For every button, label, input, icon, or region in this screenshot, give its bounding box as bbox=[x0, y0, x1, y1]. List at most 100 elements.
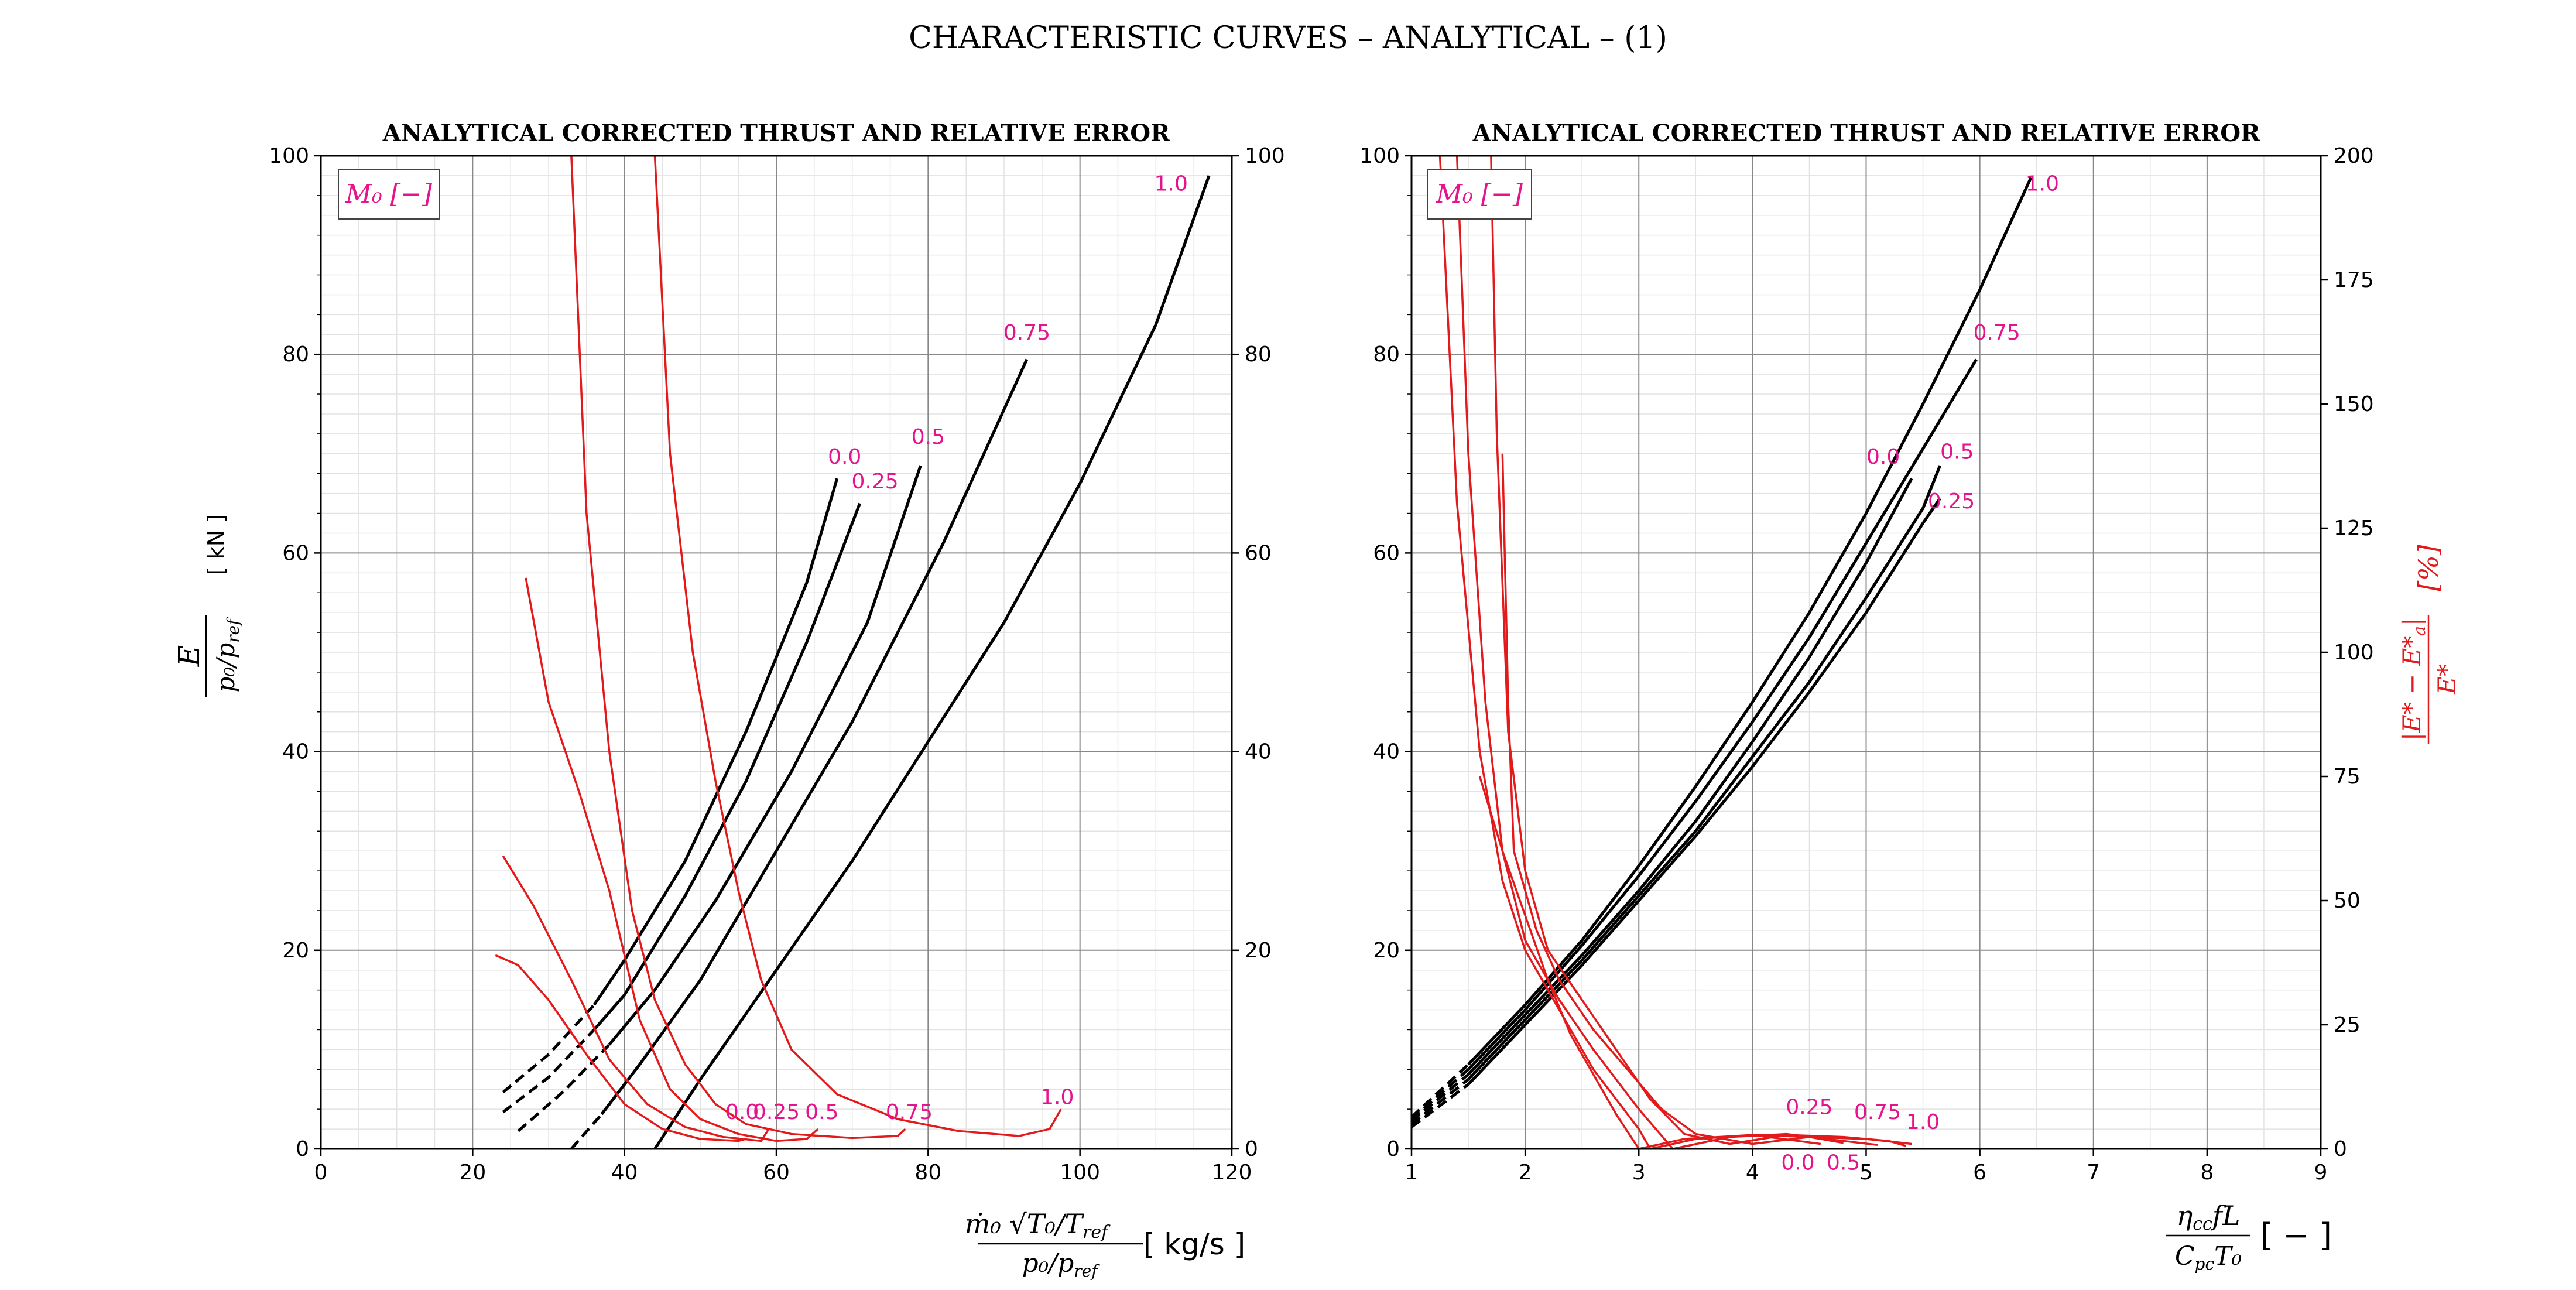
left-y-right-tick-label: 20 bbox=[1245, 939, 1272, 963]
left-y-right-tick-label: 100 bbox=[1245, 144, 1285, 168]
left-x-tick-label: 0 bbox=[314, 1161, 328, 1185]
right-thrust-curve-dashed-0.75 bbox=[1410, 1068, 1469, 1121]
left-y-tick-label: 60 bbox=[282, 541, 309, 565]
right-x-tick-label: 4 bbox=[1746, 1161, 1759, 1185]
left-error-curve-1.0 bbox=[653, 155, 1062, 1137]
right-y-denominator: E* bbox=[2433, 664, 2461, 695]
right-x-tick-label: 5 bbox=[1859, 1161, 1873, 1185]
left-error-curve-0.75 bbox=[570, 155, 906, 1140]
right-y-right-tick-label: 50 bbox=[2334, 889, 2361, 913]
left-series-label-error-0.0: 0.0 bbox=[725, 1100, 759, 1124]
left-x-tick-label: 100 bbox=[1060, 1161, 1100, 1185]
right-x-unit: [ − ] bbox=[2260, 1217, 2332, 1254]
left-x-tick-label: 80 bbox=[914, 1161, 941, 1185]
left-thrust-curve-1.0 bbox=[653, 175, 1211, 1150]
left-legend: M₀ [−] bbox=[338, 169, 440, 220]
left-x-tick-label: 60 bbox=[763, 1161, 790, 1185]
left-y-unit: [ kN ] bbox=[203, 514, 229, 575]
right-legend-title: M₀ [−] bbox=[1436, 179, 1523, 209]
right-y-right-tick-label: 0 bbox=[2334, 1137, 2347, 1161]
left-legend-box bbox=[338, 169, 440, 220]
right-x-denominator: CpcT₀ bbox=[2175, 1241, 2242, 1274]
right-legend: M₀ [−] bbox=[1427, 169, 1532, 220]
right-y-tick-label: 40 bbox=[1373, 740, 1400, 764]
left-chart: ANALYTICAL CORRECTED THRUST AND RELATIVE… bbox=[172, 119, 1285, 1281]
left-series-label-error-0.5: 0.5 bbox=[805, 1100, 838, 1124]
left-thrust-curve-0.0 bbox=[592, 478, 839, 1006]
left-chart-title: ANALYTICAL CORRECTED THRUST AND RELATIVE… bbox=[382, 119, 1170, 147]
right-x-tick-label: 6 bbox=[1973, 1161, 1986, 1185]
left-x-unit: [ kg/s ] bbox=[1143, 1227, 1245, 1261]
left-x-tick-label: 120 bbox=[1212, 1161, 1252, 1185]
left-grid bbox=[320, 155, 1232, 1149]
left-error-curve-0.0 bbox=[495, 954, 746, 1142]
right-x-tick-label: 1 bbox=[1405, 1161, 1419, 1185]
left-legend-title: M₀ [−] bbox=[345, 179, 433, 209]
right-series-label-thrust-1.0: 1.0 bbox=[2026, 172, 2059, 196]
right-legend-box bbox=[1427, 169, 1532, 220]
left-x-numerator: ṁ₀ √T₀/Tref bbox=[965, 1208, 1111, 1243]
right-series-label-thrust-0.0: 0.0 bbox=[1866, 445, 1900, 469]
right-x-tick-label: 8 bbox=[2200, 1161, 2214, 1185]
right-series-label-error-0.0: 0.0 bbox=[1781, 1151, 1814, 1175]
left-plot-frame bbox=[320, 155, 1233, 1150]
right-y-right-tick-label: 125 bbox=[2334, 516, 2374, 540]
left-series-label-thrust-0.0: 0.0 bbox=[828, 445, 861, 469]
right-series-label-error-0.75: 0.75 bbox=[1854, 1100, 1901, 1124]
left-error-curve-0.25 bbox=[502, 855, 770, 1142]
left-y-tick-label: 100 bbox=[269, 144, 309, 168]
right-chart-title: ANALYTICAL CORRECTED THRUST AND RELATIVE… bbox=[1472, 119, 2260, 147]
right-x-numerator: ηccfL bbox=[2177, 1200, 2241, 1234]
right-x-axis-label: ηccfL CpcT₀ [ − ] bbox=[2166, 1200, 2332, 1274]
left-error-curve-0.5 bbox=[525, 577, 819, 1142]
right-series-label-error-1.0: 1.0 bbox=[1906, 1110, 1940, 1134]
right-y-right-tick-label: 75 bbox=[2334, 765, 2361, 789]
right-y-right-tick-label: 25 bbox=[2334, 1013, 2361, 1037]
right-y-tick-label: 20 bbox=[1373, 939, 1400, 963]
right-y-axis-label: |E* − E*a| E* [%] bbox=[2397, 545, 2461, 744]
right-y-tick-label: 100 bbox=[1359, 144, 1400, 168]
right-series-label-thrust-0.25: 0.25 bbox=[1928, 490, 1975, 514]
figure-title: CHARACTERISTIC CURVES – ANALYTICAL – (1) bbox=[909, 20, 1667, 56]
right-thrust-curve-0.75 bbox=[1467, 358, 1978, 1071]
left-series-label-error-0.25: 0.25 bbox=[753, 1100, 800, 1124]
left-series-label-error-1.0: 1.0 bbox=[1040, 1086, 1074, 1110]
left-series-label-thrust-1.0: 1.0 bbox=[1155, 172, 1188, 196]
left-series bbox=[495, 155, 1211, 1150]
left-x-axis-label: ṁ₀ √T₀/Tref p₀/pref [ kg/s ] bbox=[965, 1208, 1245, 1281]
right-ticks: 1 2 3 4 5 6 7 8 90204060801000255075100125150175… bbox=[1359, 144, 2373, 1185]
left-y-tick-label: 0 bbox=[296, 1137, 309, 1161]
left-series-labels: 0.00.250.50.751.00.00.25 0.5 0.751.0 bbox=[725, 172, 1188, 1124]
left-y-tick-label: 80 bbox=[282, 343, 309, 367]
left-series-label-thrust-0.25: 0.25 bbox=[851, 470, 898, 494]
right-thrust-curve-1.0 bbox=[1467, 177, 2033, 1066]
right-error-curve-1.0 bbox=[1501, 453, 1912, 1145]
left-x-denominator: p₀/pref bbox=[1022, 1248, 1100, 1281]
right-series-labels: 0.00.250.50.751.00.00.250.50.75 1.0 bbox=[1781, 172, 2059, 1175]
left-x-tick-label: 40 bbox=[611, 1161, 638, 1185]
right-thrust-curve-0.0 bbox=[1467, 478, 1913, 1076]
right-thrust-curve-dashed-0.5 bbox=[1410, 1078, 1469, 1125]
left-y-axis-label: E p₀/pref [ kN ] bbox=[172, 514, 243, 697]
right-thrust-curve-dashed-0.25 bbox=[1410, 1083, 1469, 1128]
left-y-right-tick-label: 80 bbox=[1245, 343, 1272, 367]
right-chart: ANALYTICAL CORRECTED THRUST AND RELATIVE… bbox=[1359, 119, 2461, 1274]
right-x-tick-label: 9 bbox=[2314, 1161, 2328, 1185]
right-series-label-error-0.25: 0.25 bbox=[1786, 1096, 1832, 1120]
right-y-right-tick-label: 100 bbox=[2334, 641, 2374, 665]
right-series-label-error-0.5: 0.5 bbox=[1827, 1151, 1860, 1175]
right-thrust-curve-dashed-1.0 bbox=[1410, 1063, 1469, 1118]
right-x-tick-label: 2 bbox=[1519, 1161, 1532, 1185]
left-thrust-curve-0.75 bbox=[600, 358, 1029, 1116]
left-thrust-curve-dashed-0.0 bbox=[502, 1004, 595, 1094]
left-y-tick-label: 40 bbox=[282, 740, 309, 764]
right-plot-frame bbox=[1410, 155, 2322, 1150]
right-x-tick-label: 7 bbox=[2087, 1161, 2100, 1185]
left-y-denominator: p₀/pref bbox=[211, 617, 243, 693]
left-y-right-tick-label: 60 bbox=[1245, 541, 1272, 565]
left-y-right-tick-label: 0 bbox=[1245, 1137, 1258, 1161]
right-y-unit: [%] bbox=[2413, 545, 2444, 591]
left-x-tick-label: 20 bbox=[459, 1161, 486, 1185]
